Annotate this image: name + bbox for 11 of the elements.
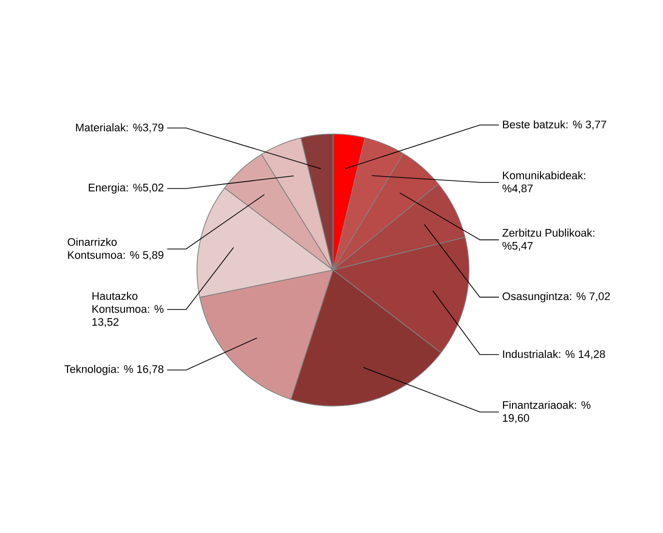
slice-label: Hautazko Kontsumoa: % 13,52 [92,292,164,328]
slice-label: Materialak: %3,79 [76,123,164,133]
slice-label: Teknologia: % 16,78 [64,364,164,376]
slice-label: Oinarrizko Kontsumoa: % 5,89 [68,238,164,260]
slice-label: Finantzariaoak: % 19,60 [502,400,590,424]
slice-label: Beste batzuk: % 3,77 [503,120,606,130]
slice-label: Osasungintza: % 7,02 [502,292,610,302]
slice-label: Komunikabideak: %4,87 [502,171,586,194]
slice-label: Industrialak: % 14,28 [503,350,605,360]
slice-label: Zerbitzu Publikoak: %5,47 [502,228,594,251]
slice-label: Energia: %5,02 [88,183,164,194]
